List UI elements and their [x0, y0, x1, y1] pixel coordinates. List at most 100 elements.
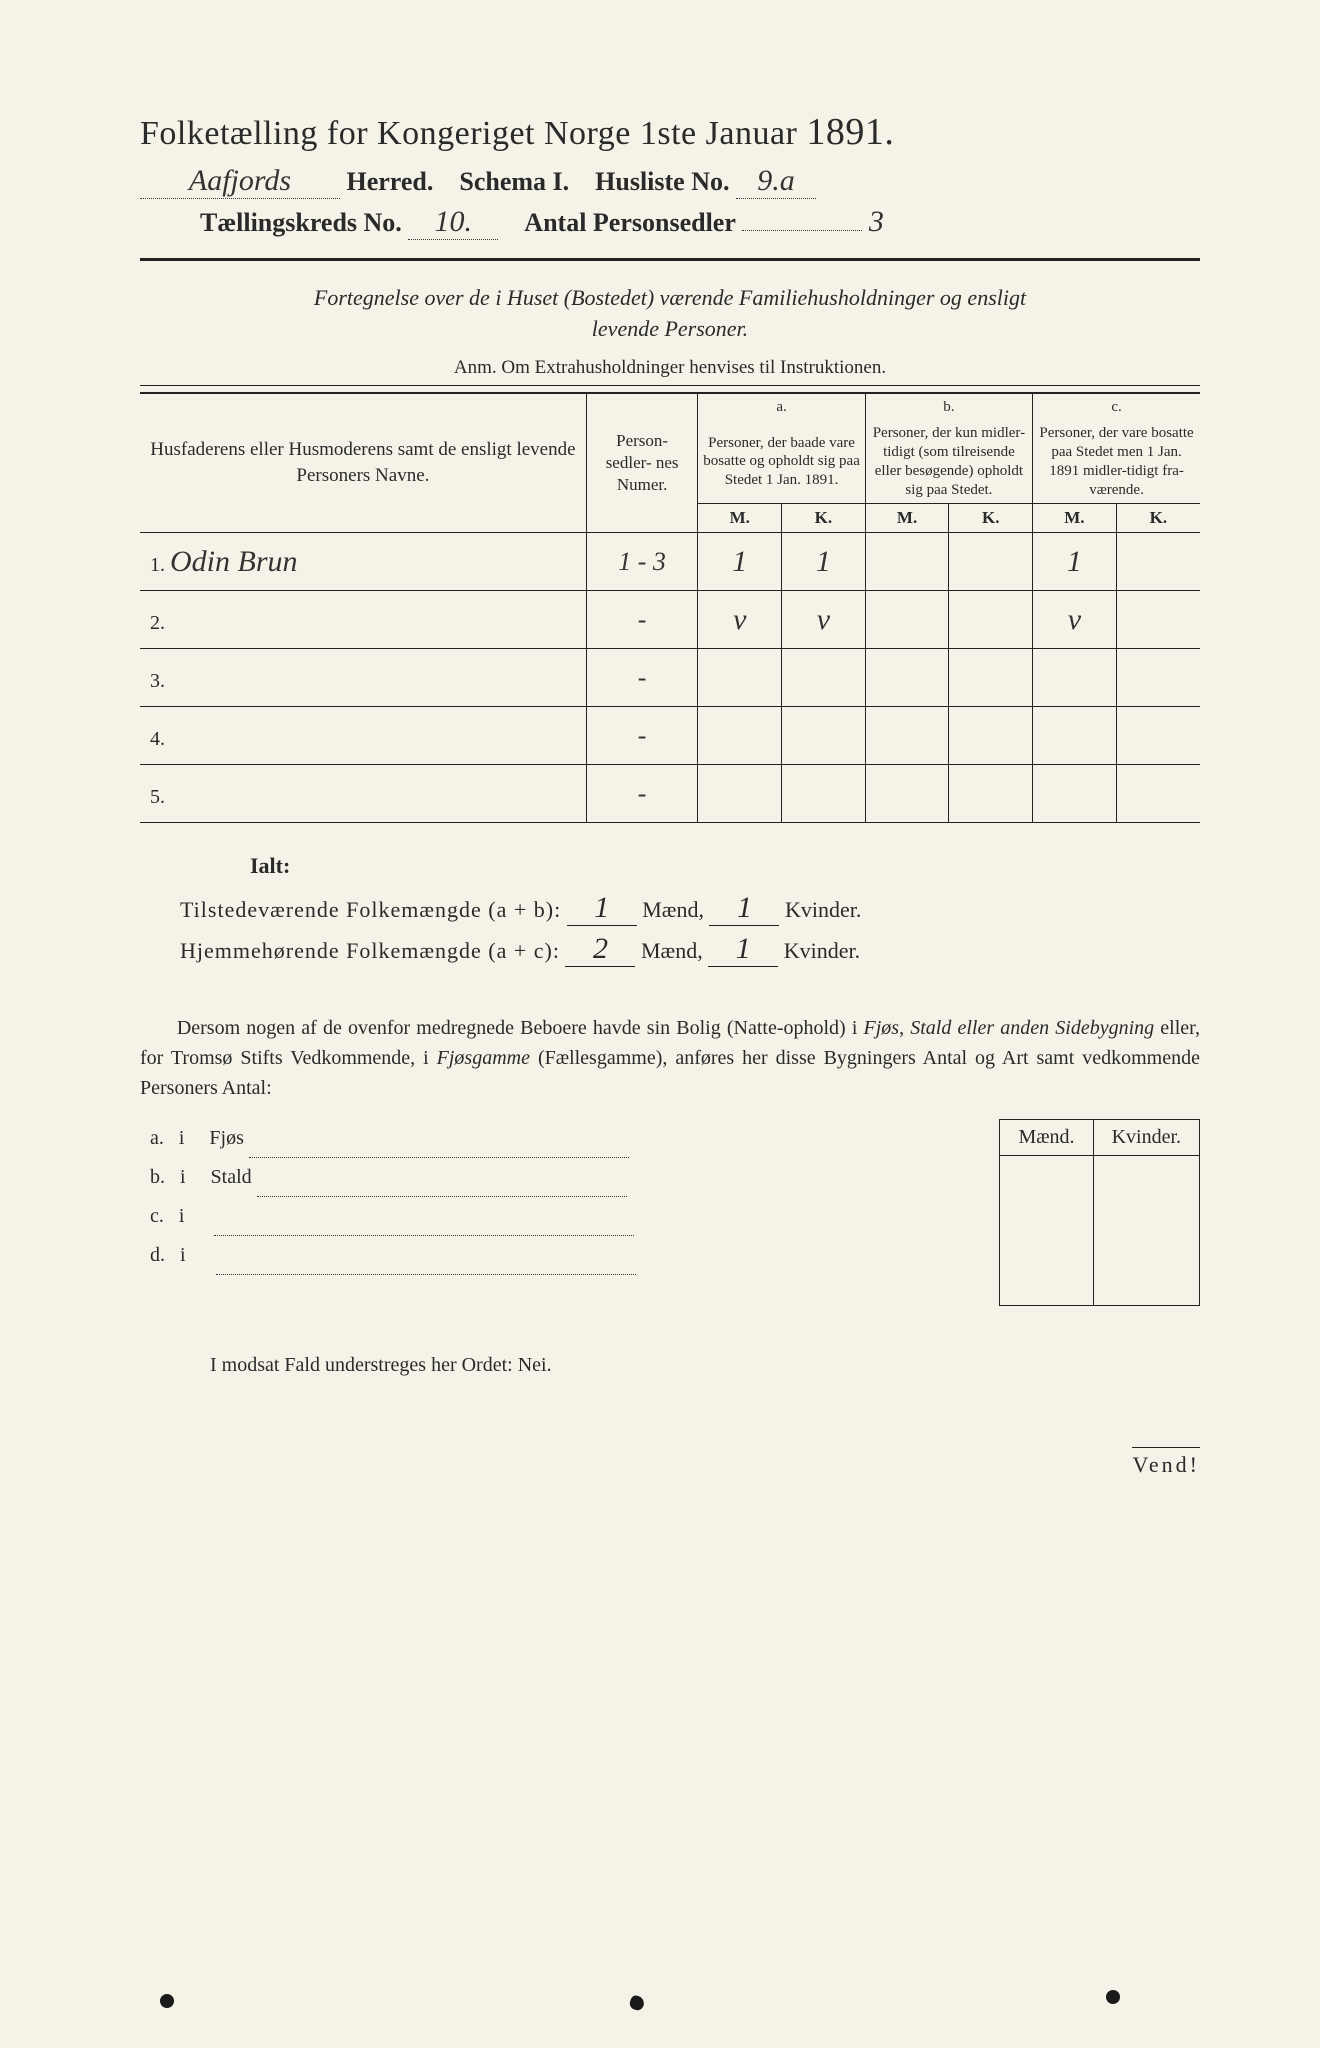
row-pnum: 1 - 3 — [586, 533, 698, 591]
row-pnum: - — [586, 765, 698, 823]
col-a-label: a. — [698, 393, 865, 421]
subtitle-line1: Fortegnelse over de i Huset (Bostedet) v… — [314, 285, 1026, 310]
row-c-m — [1033, 649, 1117, 707]
row-b-k — [949, 533, 1033, 591]
col-b-k: K. — [949, 504, 1033, 533]
row-c-k — [1116, 533, 1200, 591]
row-a-m — [698, 649, 782, 707]
row-b-k — [949, 707, 1033, 765]
row-c-m: v — [1033, 591, 1117, 649]
antal-label: Antal Personsedler — [524, 208, 736, 237]
row-a-m: 1 — [698, 533, 782, 591]
row-b-m — [865, 533, 949, 591]
ialt-label: Ialt: — [250, 853, 1200, 879]
table-row: 5. - — [140, 765, 1200, 823]
vend-label: Vend! — [1132, 1447, 1200, 1478]
table-row: 2. -vvv — [140, 591, 1200, 649]
col-b-m: M. — [865, 504, 949, 533]
sidebygning-list: a. i Fjøs b. i Stald c. i d. i — [140, 1119, 999, 1306]
herred-label: Herred. — [347, 167, 434, 196]
row-pnum: - — [586, 707, 698, 765]
side-row: d. i — [140, 1236, 989, 1275]
hjemme-k: 1 — [708, 932, 778, 967]
row-b-m — [865, 707, 949, 765]
col-c-desc: Personer, der vare bosatte paa Stedet me… — [1033, 420, 1200, 504]
table-row: 4. - — [140, 707, 1200, 765]
row-a-m — [698, 765, 782, 823]
row-b-k — [949, 649, 1033, 707]
col-c-k: K. — [1116, 504, 1200, 533]
col-c-m: M. — [1033, 504, 1117, 533]
sidebygning-section: a. i Fjøs b. i Stald c. i d. i Mænd. Kvi… — [140, 1119, 1200, 1306]
divider-thick — [140, 258, 1200, 261]
ink-spot-icon — [160, 1994, 174, 2008]
divider-thin — [140, 385, 1200, 386]
census-table: Husfaderens eller Husmoderens samt de en… — [140, 392, 1200, 824]
tilstede-label: Tilstedeværende Folkemængde (a + b): — [180, 897, 561, 922]
header-line-2: Aafjords Herred. Schema I. Husliste No. … — [140, 164, 1200, 199]
antal-handwritten: 3 — [869, 205, 884, 238]
col-b-desc: Personer, der kun midler-tidigt (som til… — [865, 420, 1032, 504]
table-row: 3. - — [140, 649, 1200, 707]
row-number: 2. — [140, 591, 586, 649]
row-c-m: 1 — [1033, 533, 1117, 591]
row-a-k: 1 — [782, 533, 866, 591]
col-names: Husfaderens eller Husmoderens samt de en… — [140, 393, 586, 533]
row-b-k — [949, 591, 1033, 649]
subtitle: Fortegnelse over de i Huset (Bostedet) v… — [140, 283, 1200, 345]
hjemme-label: Hjemmehørende Folkemængde (a + c): — [180, 938, 560, 963]
side-row: c. i — [140, 1197, 989, 1236]
tilstede-k: 1 — [709, 891, 779, 926]
totals-tilstede: Tilstedeværende Folkemængde (a + b): 1 M… — [180, 891, 1200, 926]
row-number: 3. — [140, 649, 586, 707]
husliste-handwritten: 9.a — [736, 164, 816, 199]
mk-kvinder: Kvinder. — [1093, 1120, 1199, 1156]
modsat-line: I modsat Fald understreges her Ordet: Ne… — [140, 1354, 1200, 1377]
mk-m-cell — [1000, 1156, 1093, 1306]
row-b-m — [865, 591, 949, 649]
row-number: 4. — [140, 707, 586, 765]
side-row: a. i Fjøs — [140, 1119, 989, 1158]
husliste-label: Husliste No. — [595, 167, 729, 196]
maend-label: Mænd, — [642, 897, 704, 922]
mk-maend: Mænd. — [1000, 1120, 1093, 1156]
col-b-label: b. — [865, 393, 1032, 421]
col-a-k: K. — [782, 504, 866, 533]
title-prefix: Folketælling for Kongeriget Norge 1ste J… — [140, 115, 806, 152]
row-a-k — [782, 765, 866, 823]
tilstede-m: 1 — [567, 891, 637, 926]
paragraph: Dersom nogen af de ovenfor medregnede Be… — [140, 1013, 1200, 1103]
row-number: 5. — [140, 765, 586, 823]
row-c-m — [1033, 707, 1117, 765]
row-a-m — [698, 707, 782, 765]
row-c-m — [1033, 765, 1117, 823]
para-i1: Fjøs, Stald eller anden Sidebygning — [864, 1017, 1155, 1039]
row-pnum: - — [586, 591, 698, 649]
row-a-k: v — [782, 591, 866, 649]
row-a-k — [782, 707, 866, 765]
row-b-m — [865, 765, 949, 823]
kvinder-label-2: Kvinder. — [784, 938, 860, 963]
schema-label: Schema I. — [459, 167, 569, 196]
antal-dots — [742, 230, 862, 231]
hjemme-m: 2 — [565, 932, 635, 967]
kvinder-label: Kvinder. — [785, 897, 861, 922]
kreds-handwritten: 10. — [408, 205, 498, 240]
subtitle-line2: levende Personer. — [592, 316, 748, 341]
para-t1: Dersom nogen af de ovenfor medregnede Be… — [177, 1017, 864, 1039]
kreds-label: Tællingskreds No. — [200, 208, 402, 237]
table-row: 1. Odin Brun1 - 3111 — [140, 533, 1200, 591]
row-c-k — [1116, 707, 1200, 765]
herred-handwritten: Aafjords — [140, 164, 340, 199]
para-i2: Fjøsgamme — [437, 1047, 530, 1069]
header-line-3: Tællingskreds No. 10. Antal Personsedler… — [140, 205, 1200, 240]
col-pnum: Person- sedler- nes Numer. — [586, 393, 698, 533]
maend-label-2: Mænd, — [641, 938, 703, 963]
row-a-k — [782, 649, 866, 707]
row-number: 1. Odin Brun — [140, 533, 586, 591]
side-row: b. i Stald — [140, 1158, 989, 1197]
ink-spot-icon — [1106, 1990, 1120, 2004]
maend-kvinder-table: Mænd. Kvinder. — [999, 1119, 1200, 1306]
row-c-k — [1116, 591, 1200, 649]
mk-k-cell — [1093, 1156, 1199, 1306]
